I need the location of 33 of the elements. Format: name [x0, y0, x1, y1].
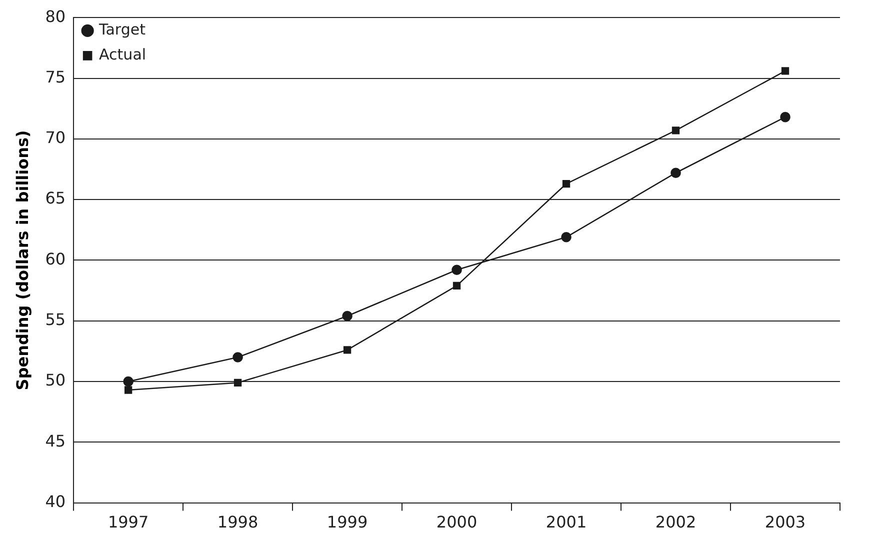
point — [670, 168, 681, 178]
y-axis-title: Spending (dollars in billions) — [12, 130, 32, 390]
point — [232, 352, 243, 362]
x-tick-label: 2000 — [436, 512, 478, 532]
point — [562, 180, 570, 188]
point — [672, 126, 680, 134]
y-tick-label: 45 — [45, 431, 66, 450]
x-tick-label: 1997 — [108, 512, 149, 532]
x-tick-label: 1998 — [217, 512, 258, 532]
point — [343, 346, 352, 354]
point — [342, 310, 352, 322]
y-tick-label: 75 — [45, 67, 66, 86]
point — [234, 378, 242, 387]
point — [452, 282, 461, 290]
x-tick-label: 2003 — [764, 512, 806, 532]
point — [452, 264, 462, 276]
y-tick-label: 70 — [45, 128, 66, 148]
y-tick-label: 55 — [45, 310, 66, 330]
point — [781, 67, 790, 75]
legend-label: Actual — [99, 46, 146, 64]
y-tick-label: 60 — [45, 249, 66, 268]
y-tick-label: 80 — [45, 6, 66, 26]
point — [780, 112, 790, 122]
point — [124, 386, 132, 394]
point — [561, 232, 572, 242]
x-tick-label: 2002 — [655, 512, 696, 532]
y-tick-label: 40 — [45, 492, 66, 511]
legend-label: Target — [98, 20, 146, 39]
x-tick-label: 1999 — [326, 512, 368, 532]
point — [123, 376, 134, 387]
y-tick-label: 65 — [45, 188, 66, 208]
y-tick-label: 50 — [45, 370, 66, 390]
x-tick-label: 2001 — [546, 512, 587, 532]
